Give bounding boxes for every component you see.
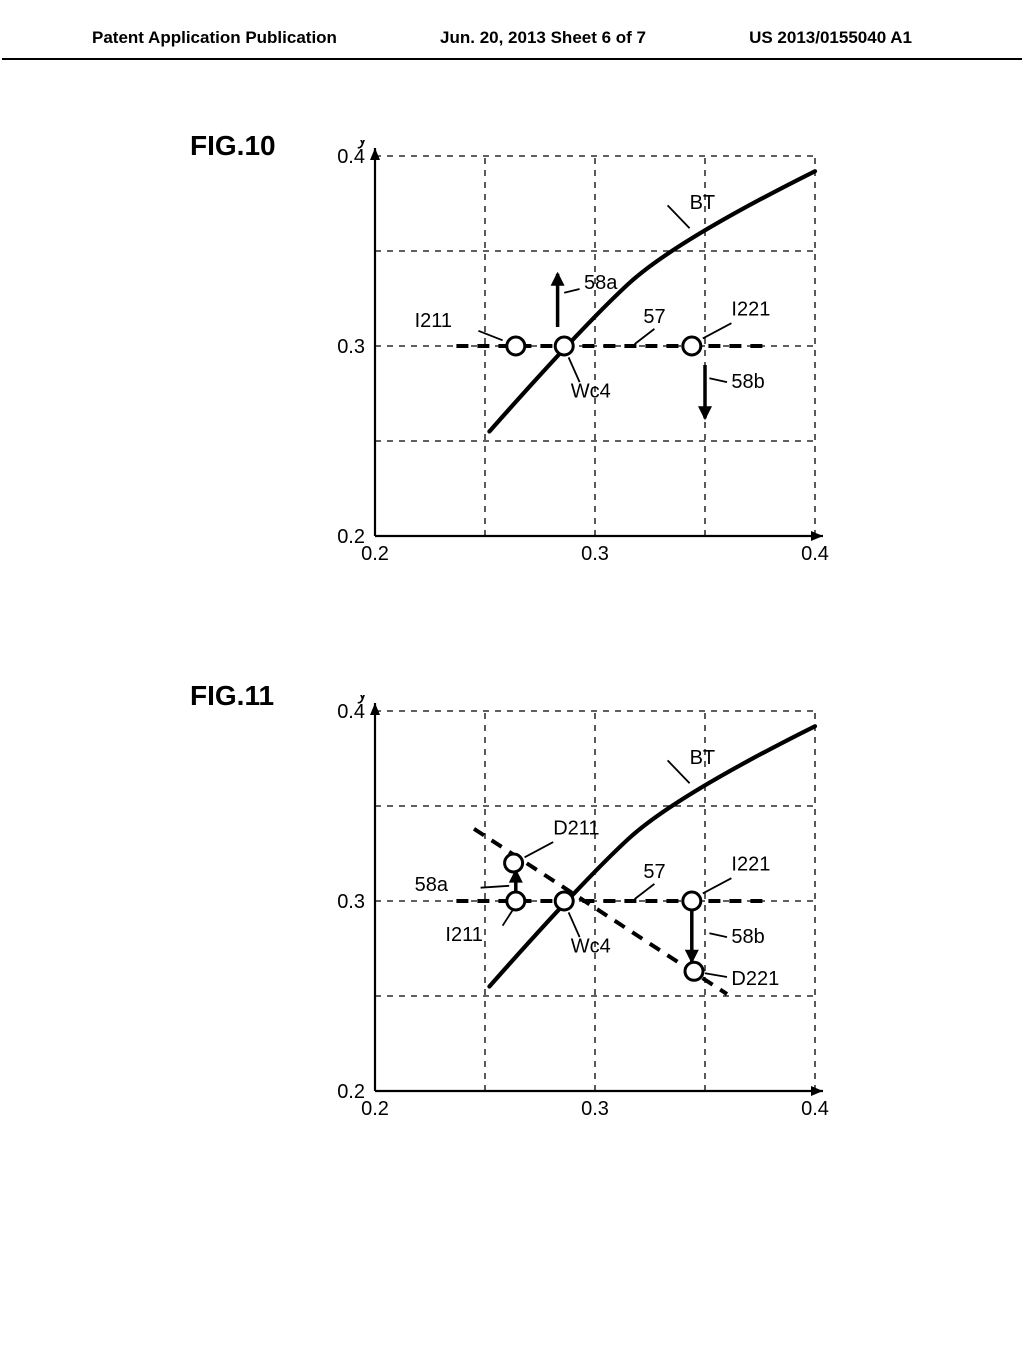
figure-11-title: FIG.11 (190, 680, 274, 712)
svg-text:0.2: 0.2 (337, 1081, 365, 1103)
header-mid: Jun. 20, 2013 Sheet 6 of 7 (440, 28, 646, 48)
svg-text:57: 57 (643, 861, 665, 883)
svg-text:58b: 58b (731, 926, 764, 948)
svg-text:Wc4: Wc4 (571, 380, 611, 402)
header-left: Patent Application Publication (92, 28, 337, 48)
svg-text:I221: I221 (731, 854, 770, 876)
svg-text:58a: 58a (415, 874, 449, 896)
svg-text:0.2: 0.2 (361, 543, 389, 565)
svg-text:0.4: 0.4 (337, 701, 365, 723)
svg-text:57: 57 (643, 306, 665, 328)
figure-11-chart: 0.20.30.40.20.30.4xyBT57I22158bWc458aI21… (320, 695, 839, 1133)
svg-text:I221: I221 (731, 299, 770, 321)
svg-text:y: y (357, 695, 368, 704)
svg-text:I211: I211 (415, 310, 452, 332)
figure-10-title: FIG.10 (190, 130, 276, 162)
svg-text:0.2: 0.2 (337, 526, 365, 548)
page-header: Patent Application Publication Jun. 20, … (2, 28, 1022, 60)
svg-text:0.3: 0.3 (581, 1098, 609, 1120)
svg-text:58a: 58a (584, 272, 618, 294)
svg-text:BT: BT (690, 192, 716, 214)
svg-text:Wc4: Wc4 (571, 935, 611, 957)
svg-text:0.2: 0.2 (361, 1098, 389, 1120)
svg-text:BT: BT (690, 747, 716, 769)
header-right: US 2013/0155040 A1 (749, 28, 912, 48)
svg-text:D211: D211 (553, 818, 599, 840)
svg-text:0.3: 0.3 (337, 336, 365, 358)
svg-text:0.4: 0.4 (801, 543, 829, 565)
svg-text:58b: 58b (731, 371, 764, 393)
figure-10-chart: 0.20.30.40.20.30.4xyBT57I22158bWc4I21158… (320, 140, 839, 578)
svg-text:0.4: 0.4 (801, 1098, 829, 1120)
svg-text:0.3: 0.3 (337, 891, 365, 913)
svg-text:I211: I211 (445, 924, 482, 946)
svg-text:0.4: 0.4 (337, 146, 365, 168)
svg-text:y: y (357, 140, 368, 149)
svg-text:0.3: 0.3 (581, 543, 609, 565)
svg-text:D221: D221 (731, 968, 779, 990)
